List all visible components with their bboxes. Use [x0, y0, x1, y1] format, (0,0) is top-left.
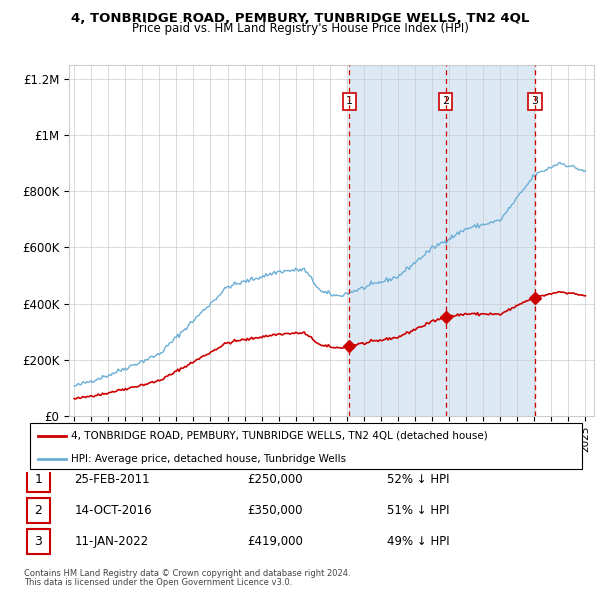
Text: 1: 1	[35, 473, 43, 486]
Text: 4, TONBRIDGE ROAD, PEMBURY, TUNBRIDGE WELLS, TN2 4QL: 4, TONBRIDGE ROAD, PEMBURY, TUNBRIDGE WE…	[71, 12, 529, 25]
Text: £350,000: £350,000	[247, 504, 303, 517]
Text: 11-JAN-2022: 11-JAN-2022	[74, 535, 148, 548]
Text: 1: 1	[346, 96, 353, 106]
Bar	[349, 65, 446, 416]
FancyBboxPatch shape	[27, 497, 50, 523]
Text: 52% ↓ HPI: 52% ↓ HPI	[387, 473, 449, 486]
Text: 4, TONBRIDGE ROAD, PEMBURY, TUNBRIDGE WELLS, TN2 4QL (detached house): 4, TONBRIDGE ROAD, PEMBURY, TUNBRIDGE WE…	[71, 431, 488, 441]
Text: HPI: Average price, detached house, Tunbridge Wells: HPI: Average price, detached house, Tunb…	[71, 454, 347, 464]
Text: £419,000: £419,000	[247, 535, 303, 548]
Text: £250,000: £250,000	[247, 473, 303, 486]
FancyBboxPatch shape	[27, 467, 50, 492]
Text: 49% ↓ HPI: 49% ↓ HPI	[387, 535, 449, 548]
Text: Price paid vs. HM Land Registry's House Price Index (HPI): Price paid vs. HM Land Registry's House …	[131, 22, 469, 35]
Text: This data is licensed under the Open Government Licence v3.0.: This data is licensed under the Open Gov…	[24, 578, 292, 587]
Text: 3: 3	[35, 535, 43, 548]
Text: Contains HM Land Registry data © Crown copyright and database right 2024.: Contains HM Land Registry data © Crown c…	[24, 569, 350, 578]
Text: 2: 2	[35, 504, 43, 517]
FancyBboxPatch shape	[27, 529, 50, 555]
Text: 14-OCT-2016: 14-OCT-2016	[74, 504, 152, 517]
FancyBboxPatch shape	[30, 423, 582, 469]
Text: 51% ↓ HPI: 51% ↓ HPI	[387, 504, 449, 517]
Bar	[446, 65, 535, 416]
Text: 25-FEB-2011: 25-FEB-2011	[74, 473, 150, 486]
Text: 3: 3	[532, 96, 539, 106]
Text: 2: 2	[442, 96, 449, 106]
